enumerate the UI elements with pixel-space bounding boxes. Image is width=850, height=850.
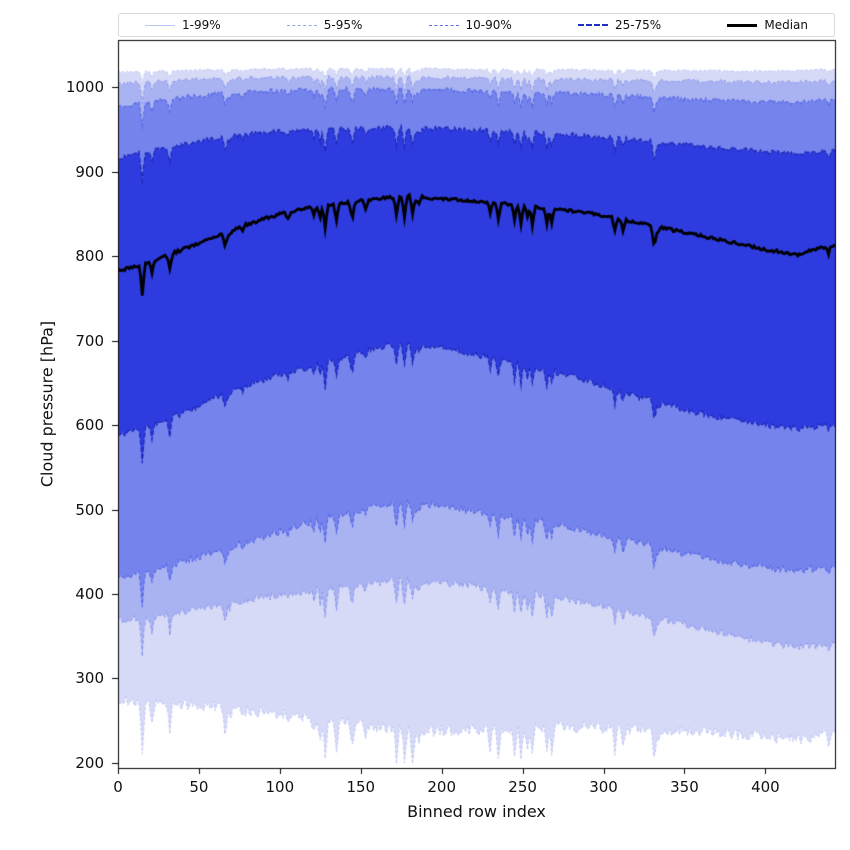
x-axis-label: Binned row index	[407, 802, 546, 821]
legend-item-median: Median	[727, 18, 808, 32]
legend-line-25-75-icon	[577, 24, 608, 26]
legend-label-median: Median	[764, 18, 808, 32]
legend-item-5-95: 5-95%	[286, 18, 363, 32]
legend-line-median-icon	[727, 23, 758, 27]
y-axis-label: Cloud pressure [hPa]	[37, 320, 57, 488]
chart-legend: 1-99% 5-95% 10-90% 25-75% Median	[118, 13, 835, 37]
legend-line-10-90-icon	[428, 24, 459, 26]
legend-item-10-90: 10-90%	[428, 18, 512, 32]
legend-item-25-75: 25-75%	[577, 18, 662, 32]
legend-line-5-95-icon	[286, 24, 317, 26]
legend-item-1-99: 1-99%	[145, 18, 221, 32]
legend-label-1-99: 1-99%	[182, 18, 221, 32]
legend-line-1-99-icon	[145, 24, 175, 26]
legend-label-10-90: 10-90%	[465, 18, 512, 32]
legend-label-5-95: 5-95%	[323, 18, 363, 32]
legend-label-25-75: 25-75%	[614, 18, 662, 32]
